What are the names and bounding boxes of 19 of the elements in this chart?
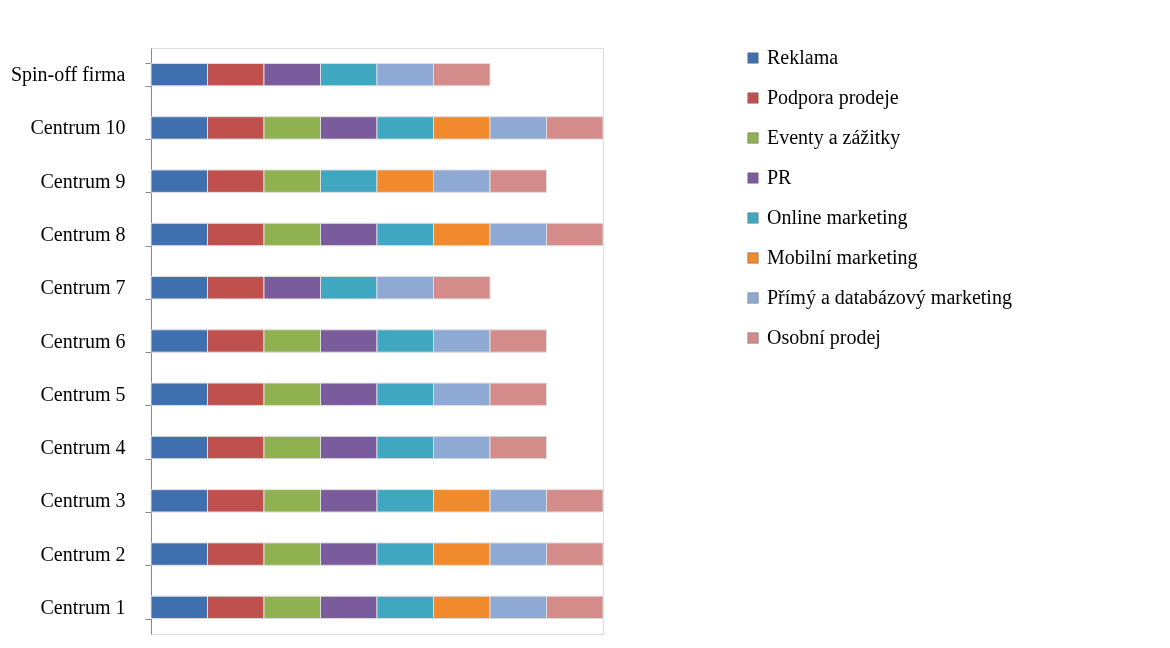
y-tick-label: Centrum 2 <box>40 542 126 565</box>
legend-label: Přímý a databázový marketing <box>767 286 1012 309</box>
y-tick-label: Centrum 3 <box>40 489 126 512</box>
y-tick-label: Centrum 6 <box>40 329 126 352</box>
y-tick-label: Centrum 8 <box>40 222 126 245</box>
y-tick-label: Spin-off firma <box>10 63 126 87</box>
legend-label: Online marketing <box>767 206 908 229</box>
legend-label: Podpora prodeje <box>767 86 899 109</box>
y-tick-label: Centrum 5 <box>40 382 126 405</box>
legend-label: Reklama <box>767 46 839 68</box>
legend-label: Eventy a zážitky <box>767 126 901 149</box>
y-tick-label: Centrum 1 <box>40 595 126 618</box>
y-tick-label: Centrum 10 <box>30 116 126 139</box>
legend-label: PR <box>767 166 793 188</box>
y-tick-label: Centrum 7 <box>40 276 126 299</box>
legend-label: Mobilní marketing <box>767 246 918 269</box>
y-tick-label: Centrum 4 <box>40 436 126 459</box>
legend-label: Osobní prodej <box>767 326 881 349</box>
y-tick-label: Centrum 9 <box>40 169 126 192</box>
